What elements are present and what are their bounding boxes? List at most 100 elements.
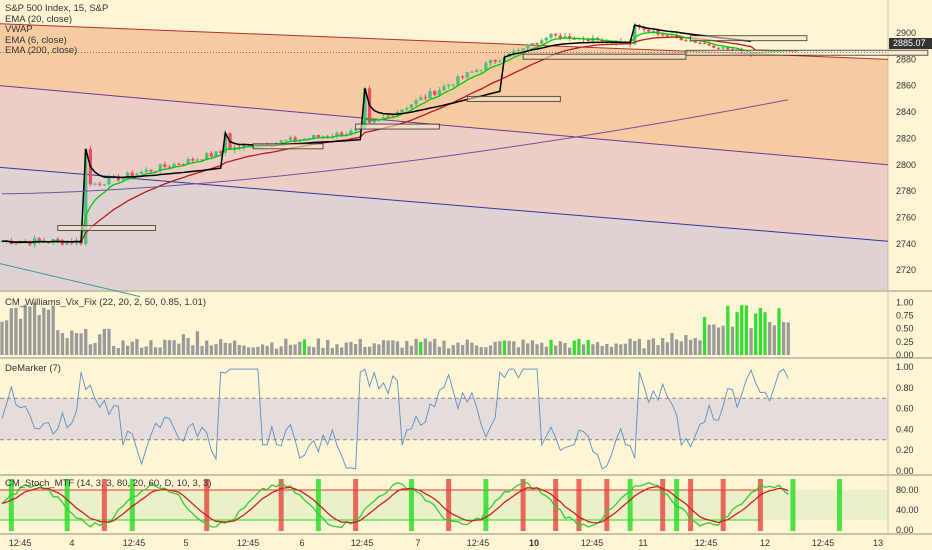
vix-bar [205,340,209,355]
vix-bar [740,305,744,355]
demarker-line [1,368,789,470]
candle-body [391,115,395,117]
vix-bar [0,321,4,355]
vix-bar [56,330,60,355]
candle-body [726,47,730,50]
stoch-fast-line [1,481,789,529]
candle-body [409,104,414,108]
vix-bar [28,306,32,355]
price-tick-label: 2740 [896,239,916,249]
candle-body [470,71,474,73]
vix-bar [758,307,763,355]
vix-bar [428,341,432,355]
vix-bar [307,346,311,355]
vix-bar [191,345,195,355]
candle-body [284,139,288,141]
candle-body [181,164,186,166]
stoch-tick-label: 40.00 [896,505,919,515]
candle-body [488,60,493,64]
vix-bar [93,342,97,355]
level-box-4 [466,95,561,102]
vix-bar [74,332,79,355]
vix-bar [619,344,623,355]
vix-bar [51,305,55,355]
candle-body [679,37,683,41]
vix-bar [340,347,344,355]
vix-bar [647,339,651,355]
vix-bar [298,341,302,355]
vix-bar [786,322,790,355]
candle-body [493,60,497,62]
demarker-tick-label: 0.80 [896,383,914,393]
vix-bar [637,338,642,355]
time-axis-label: 11 [638,538,647,548]
stoch-overbought-marker [278,479,284,531]
vix-bar [716,327,721,355]
vix-bar [14,307,18,355]
vix-bar [437,346,441,355]
candle-body [172,163,176,168]
candle-body [498,60,502,62]
vix-bar [349,341,353,355]
candle-body [302,138,307,140]
vix-bar [595,342,600,355]
candle-body [139,171,144,174]
vix-bar [498,341,502,355]
vix-bar [507,340,511,355]
candle-body [661,34,665,36]
channel-line-bottom [0,263,141,298]
level-box-7 [685,49,929,56]
demarker-tick-label: 0.60 [896,404,914,414]
vix-bar [386,340,390,355]
time-axis-label: 12 [760,538,770,548]
candle-body [149,169,153,172]
vix-bar [391,340,395,355]
vix-bar [456,342,460,355]
vix-bar [200,345,204,355]
stoch-overbought-marker [660,479,666,531]
vix-bar [651,338,655,355]
vix-bar [102,328,106,355]
candle-body [98,183,102,185]
candle-body [540,40,544,44]
time-axis-label: 12:45 [467,538,490,548]
vix-bar [372,343,376,355]
candle-body [707,43,711,46]
vix-bar [274,348,279,355]
vix-bar [540,342,544,355]
time-axis-label: 6 [299,538,304,548]
vix-tick-label: 0.50 [896,324,914,334]
vix-bar [316,338,321,355]
vix-bar [395,341,400,355]
vix-bar [591,344,595,355]
vix-bar [451,345,455,355]
candle-body [186,158,190,165]
vix-bar [702,316,707,355]
vix-bar [270,342,274,355]
time-axis-label: 4 [69,538,74,548]
vix-tick-label: 0.00 [896,350,914,360]
time-axis-label: 12:45 [123,538,146,548]
time-axis-label: 12:45 [9,538,32,548]
stoch-overbought-marker [520,479,526,531]
vix-bar [465,339,469,355]
vix-bar [656,345,660,355]
vix-bar [661,338,665,355]
candle-body [460,76,465,78]
vix-bar [763,312,767,355]
candle-body [144,169,148,172]
candle-body [586,39,590,42]
candle-body [293,137,297,141]
candle-body [572,38,576,40]
vix-bar [242,345,246,355]
candle-body [558,35,562,38]
time-axis-label: 12:45 [812,538,835,548]
candle-body [642,27,646,30]
candle-body [37,238,41,241]
candle-body [456,76,460,85]
candle-body [65,241,69,245]
vix-bar [223,342,227,355]
candle-body [665,34,669,36]
vix-bar [293,344,297,355]
vix-bar [233,340,237,355]
